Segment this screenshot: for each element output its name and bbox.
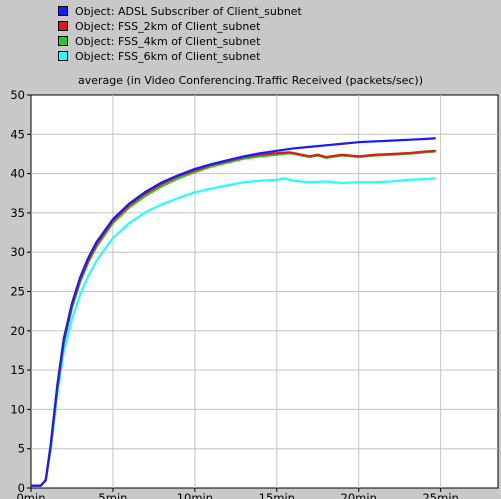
- y-tick-label: 50: [10, 88, 25, 102]
- x-tick-label: 10min: [177, 491, 213, 499]
- legend-swatch-adsl: [58, 6, 68, 16]
- x-tick-label: 25min: [422, 491, 458, 499]
- series-lines: [31, 137, 436, 487]
- x-tick-label: 20min: [341, 491, 377, 499]
- y-tick-label: 45: [10, 127, 25, 141]
- legend-label-fss-6km: Object: FSS_6km of Client_subnet: [75, 50, 261, 63]
- y-tick-label: 20: [10, 324, 25, 338]
- legend-label-fss-2km: Object: FSS_2km of Client_subnet: [75, 20, 261, 33]
- legend-swatch-fss-6km: [58, 51, 68, 61]
- y-tick-label: 40: [10, 167, 25, 181]
- y-tick-label: 0: [18, 481, 25, 495]
- y-tick-label: 35: [10, 206, 25, 220]
- x-tick-label: 15min: [259, 491, 295, 499]
- grid-lines: [31, 95, 498, 488]
- legend-label-fss-4km: Object: FSS_4km of Client_subnet: [75, 35, 261, 48]
- legend-swatch-fss-4km: [58, 36, 68, 46]
- x-tick-label: 5min: [98, 491, 127, 499]
- series-line-fss-6km: [31, 177, 436, 487]
- legend-label-adsl: Object: ADSL Subscriber of Client_subnet: [75, 5, 302, 18]
- y-tick-label: 10: [10, 402, 25, 416]
- axes: 0 5 10 15 20 25 30 35 40 45 50 0min 5min 10min 15min 20…: [10, 88, 458, 499]
- y-tick-label: 15: [10, 363, 25, 377]
- legend-swatch-fss-2km: [58, 21, 68, 31]
- series-line-adsl: [31, 137, 436, 487]
- chart-title: average (in Video Conferencing.Traffic R…: [77, 74, 424, 87]
- y-tick-label: 30: [10, 245, 25, 259]
- x-tick-label: 0min: [16, 491, 45, 499]
- y-tick-label: 25: [10, 285, 25, 299]
- y-tick-label: 5: [18, 442, 25, 456]
